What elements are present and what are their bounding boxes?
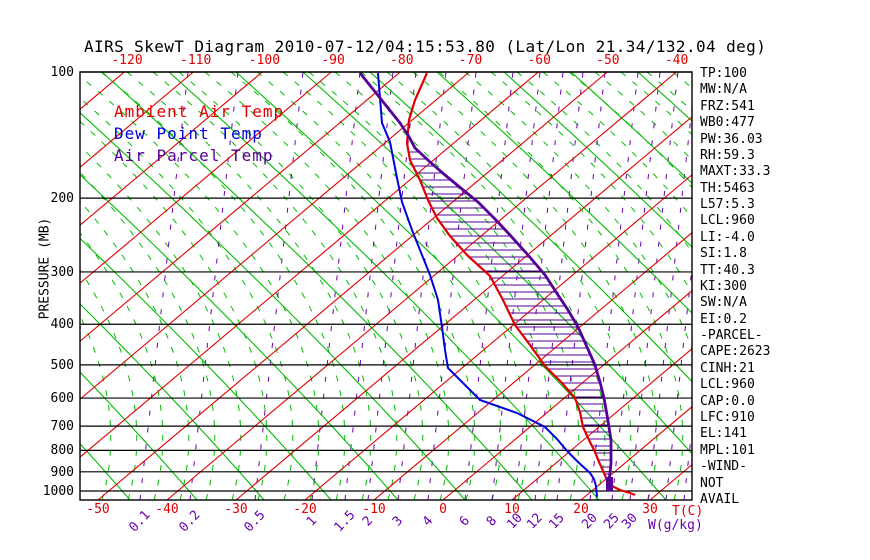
dry-adiabat-lines — [80, 72, 692, 500]
pressure-tick: 400 — [50, 317, 74, 333]
temp-top-tick: -50 — [596, 53, 620, 68]
temp-top-tick: -100 — [248, 53, 281, 68]
stat-line: CINH:21 — [700, 360, 755, 376]
parcel-temp-curve — [358, 72, 613, 490]
stat-line: EL:141 — [700, 426, 747, 442]
stat-line: LFC:910 — [700, 409, 755, 425]
parcel-surface-bar — [606, 477, 613, 491]
temp-bottom-tick: -20 — [293, 502, 317, 517]
stat-line: -WIND- — [700, 459, 747, 475]
stat-line: L57:5.3 — [700, 197, 755, 213]
temp-top-tick: -60 — [527, 53, 551, 68]
stat-line: AVAIL — [700, 491, 740, 507]
temp-bottom-tick: -40 — [155, 502, 179, 517]
temp-top-tick: -120 — [111, 53, 143, 68]
pressure-tick: 700 — [50, 419, 74, 435]
temp-bottom-tick: -30 — [224, 502, 248, 517]
stat-line: WB0:477 — [700, 115, 755, 131]
temp-top-tick: -90 — [321, 53, 345, 68]
stat-line: LI:-4.0 — [700, 229, 755, 245]
plot-border — [79, 71, 693, 501]
stat-line: MW:N/A — [700, 82, 747, 98]
stat-line: -PARCEL- — [700, 328, 763, 344]
stat-line: EI:0.2 — [700, 311, 747, 327]
stat-line: KI:300 — [700, 278, 747, 294]
stat-line: TT:40.3 — [700, 262, 755, 278]
stat-line: RH:59.3 — [700, 147, 755, 163]
stat-line: PW:36.03 — [700, 131, 763, 147]
stat-line: CAPE:2623 — [700, 344, 771, 360]
temp-top-tick: -40 — [664, 53, 689, 68]
mixing-ratio-unit-label: W(g/kg) — [648, 518, 703, 533]
sounding-curves — [358, 72, 636, 498]
stat-line: FRZ:541 — [700, 98, 755, 114]
temp-bottom-tick: -10 — [362, 502, 386, 517]
pressure-tick: 800 — [50, 443, 74, 459]
pressure-tick: 600 — [50, 391, 74, 407]
stat-line: SW:N/A — [700, 295, 747, 311]
stat-line: NOT — [700, 475, 724, 491]
background-lines — [80, 72, 692, 500]
cape-hatch-lines — [409, 151, 610, 475]
pressure-tick: 200 — [50, 191, 74, 207]
stat-line: LCL:960 — [700, 213, 755, 229]
temp-top-tick: -70 — [458, 53, 483, 68]
pressure-tick: 900 — [50, 464, 74, 480]
mixing-ratio-lines — [139, 72, 692, 500]
legend-dew-point-temp: Dew Point Temp — [114, 124, 263, 143]
page-title: AIRS SkewT Diagram 2010-07-12/04:15:53.8… — [84, 37, 767, 56]
pressure-tick: 1000 — [42, 484, 74, 499]
pressure-tick: 500 — [50, 357, 74, 373]
temp-bottom-tick: 30 — [642, 502, 658, 517]
stat-line: TP:100 — [700, 66, 747, 81]
stat-line: MPL:101 — [700, 442, 755, 458]
temp-top-tick: -80 — [390, 53, 414, 68]
temp-top-tick: -110 — [180, 53, 212, 68]
stat-line: TH:5463 — [700, 180, 755, 196]
temp-bottom-tick: 20 — [573, 502, 589, 517]
dew-point-curve — [377, 72, 598, 498]
temp-bottom-tick: -50 — [86, 502, 110, 517]
temp-unit-label: T(C) — [672, 504, 704, 519]
stat-line: MAXT:33.3 — [700, 164, 771, 180]
legend-ambient-air-temp: Ambient Air Temp — [114, 102, 285, 121]
stat-line: CAP:0.0 — [700, 393, 755, 409]
pressure-tick: 300 — [50, 264, 74, 280]
ambient-temp-curve — [405, 72, 636, 497]
isotherm-lines — [80, 72, 692, 500]
pressure-tick: 100 — [50, 65, 74, 80]
stat-line: LCL:960 — [700, 377, 755, 393]
stat-line: SI:1.8 — [700, 246, 747, 262]
temp-bottom-tick: 0 — [439, 502, 447, 517]
legend-air-parcel-temp: Air Parcel Temp — [114, 146, 274, 165]
temp-bottom-tick: 10 — [504, 502, 520, 517]
